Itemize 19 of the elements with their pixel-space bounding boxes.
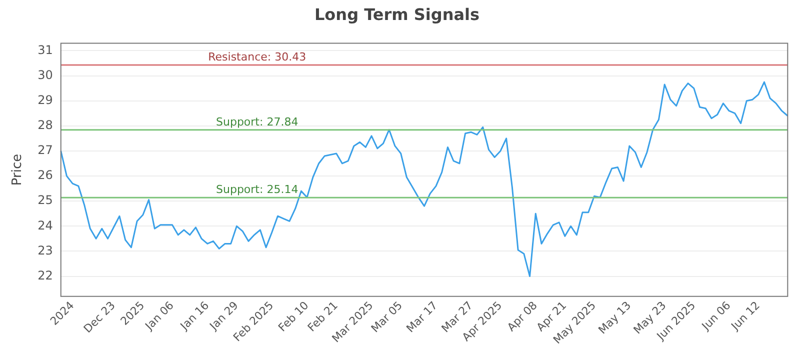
ref-line-label: Support: 25.14: [216, 182, 298, 196]
x-tick-label: Dec 23: [81, 298, 118, 336]
y-tick-label: 29: [38, 92, 53, 107]
y-tick-label: 31: [38, 42, 53, 57]
ref-line-label: Resistance: 30.43: [208, 50, 306, 64]
y-tick-label: 23: [38, 243, 53, 258]
y-tick-label: 28: [38, 118, 53, 132]
ref-line-label: Support: 27.84: [216, 115, 298, 128]
y-tick-label: 22: [38, 268, 53, 282]
x-tick-label: Jan 06: [142, 298, 176, 334]
y-tick-label: 24: [38, 218, 53, 232]
y-tick-label: 30: [38, 68, 53, 82]
x-tick-label: Jun 12: [728, 298, 763, 334]
y-tick-label: 27: [38, 143, 53, 158]
y-tick-label: 25: [38, 193, 53, 208]
y-tick-label: 26: [38, 168, 53, 182]
chart-title: Long Term Signals: [314, 4, 480, 24]
y-axis-title: Price: [10, 154, 26, 186]
x-tick-label: Mar 17: [404, 298, 440, 336]
